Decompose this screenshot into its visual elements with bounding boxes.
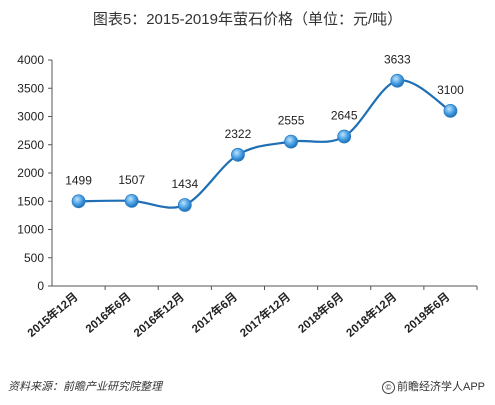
y-tick-label: 3000 [17, 110, 44, 124]
data-label: 3100 [437, 83, 464, 97]
y-tick-label: 0 [37, 279, 44, 293]
y-tick-label: 2500 [17, 138, 44, 152]
data-label: 1499 [65, 173, 92, 187]
data-point [231, 147, 245, 162]
y-tick-label: 1500 [17, 194, 44, 208]
data-label: 2645 [331, 109, 358, 123]
x-tick-label: 2016年6月 [82, 290, 133, 336]
data-point [284, 134, 298, 149]
data-point [443, 103, 458, 118]
source-note: 资料来源：前瞻产业研究院整理 [8, 381, 162, 393]
series-line [78, 79, 452, 209]
data-point [71, 194, 86, 209]
x-tick-label: 2018年6月 [295, 290, 346, 336]
line-chart: 0 500 1000 1500 2000 2500 3000 3500 4000 2015年12月… [17, 53, 478, 340]
data-label: 2555 [278, 114, 305, 128]
data-point [337, 129, 352, 144]
y-tick-label: 500 [24, 251, 44, 265]
data-label: 1507 [118, 173, 145, 187]
credit: © 前瞻经济学人APP [381, 378, 485, 394]
y-tick-label: 3500 [17, 81, 44, 95]
x-tick-label: 2015年12月 [24, 290, 80, 340]
data-label: 1434 [171, 177, 198, 191]
data-point [124, 193, 139, 208]
y-tick-label: 4000 [17, 53, 44, 67]
x-tick-label: 2018年12月 [343, 290, 399, 340]
x-tick-label: 2019年6月 [401, 290, 452, 336]
x-tick-label: 2017年12月 [237, 290, 293, 340]
x-tick-label: 2016年12月 [131, 290, 187, 340]
data-point [177, 198, 192, 212]
x-tick-label: 2017年6月 [189, 290, 240, 336]
data-label: 3633 [384, 53, 411, 67]
y-tick-label: 1000 [17, 223, 44, 237]
credit-label: 前瞻经济学人APP [396, 381, 485, 393]
data-label: 2322 [225, 127, 252, 141]
chart-title: 图表5：2015-2019年萤石价格（单位：元/吨） [92, 11, 403, 28]
copyright-icon: © [381, 380, 395, 394]
y-tick-label: 2000 [17, 166, 44, 180]
data-point [390, 73, 405, 88]
